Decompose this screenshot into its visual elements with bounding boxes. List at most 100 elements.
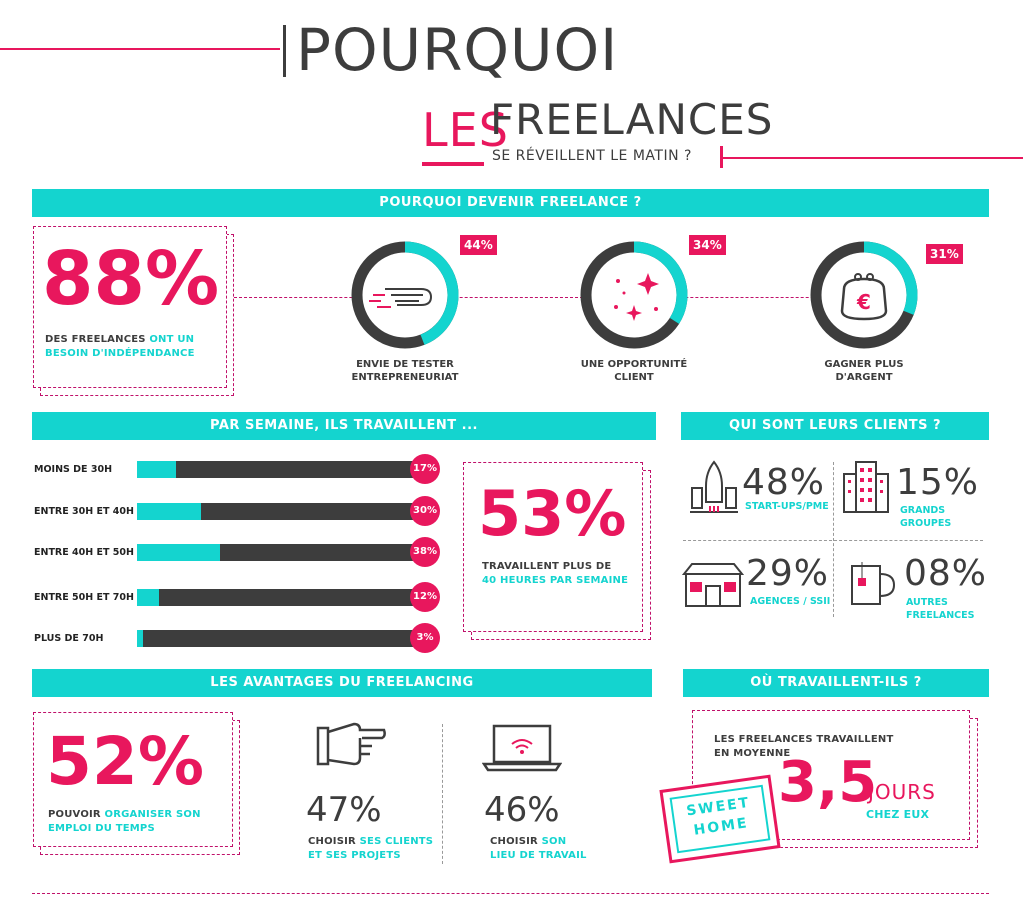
why-label-1: ENVIE DE TESTER ENTREPRENEURIAT [335,358,475,384]
hours-row-label: MOINS DE 30H [34,464,113,475]
sparkle-icon [614,273,659,321]
hours-bar-track [137,589,415,606]
title-subtitle: SE RÉVEILLENT LE MATIN ? [492,148,692,164]
benefits-big-pct: 52% [46,723,204,800]
client-label-4b: FREELANCES [906,610,975,621]
hours-card [463,462,643,632]
benefit-text-2c: LIEU DE TRAVAIL [490,850,587,861]
title-les: LES [422,103,509,157]
hours-row-label: PLUS DE 70H [34,633,104,644]
hours-row-pct: 17% [410,454,440,484]
where-unit-1: JOURS [868,780,936,804]
hours-bar-track [137,544,415,561]
benefit-text-1c: ET SES PROJETS [308,850,401,861]
why-label-3a: GAGNER PLUS [824,359,904,370]
rocket-icon [690,460,738,513]
benefits-card [33,712,233,847]
why-big-pct: 88% [42,236,220,322]
benefit-text-1: CHOISIR SES CLIENTS ET SES PROJETS [308,835,438,863]
shop-icon [682,563,744,607]
why-label-2b: CLIENT [614,372,654,383]
client-label-3a: AGENCES / SSII [750,596,831,607]
hours-bar-track [137,503,415,520]
client-label-2b: GROUPES [900,518,952,529]
hours-row-pct: 3% [410,623,440,653]
why-big-text: DES FREELANCES ONT UN BESOIN D'INDÉPENDA… [45,333,225,361]
client-label-1: START-UPS/PME [745,500,829,513]
title-freelances: FREELANCES [490,95,774,144]
hours-bar-fill [137,630,143,647]
title-les-underline [422,162,484,166]
why-circle-1-arc [351,241,459,349]
sweet-home-sign: SWEET HOME [659,774,781,864]
title-bar-right [720,146,723,168]
benefit-pct-2: 46% [484,790,560,830]
title-pourquoi: POURQUOI [296,16,619,84]
why-circle-2 [580,241,688,349]
mug-icon [851,562,896,605]
where-big-value: 3,5 [778,750,878,815]
hours-bar-fill [137,503,201,520]
hours-row-label: ENTRE 50H ET 70H [34,592,134,603]
why-card [33,226,227,388]
client-pct-1: 48% [742,462,826,503]
why-label-1a: ENVIE DE TESTER [356,359,454,370]
benefits-text-c: EMPLOI DU TEMPS [48,823,155,834]
hours-bar-track [137,461,415,478]
clients-vdivider [833,462,834,617]
wing-icon [385,288,433,306]
client-label-3: AGENCES / SSII [750,595,830,608]
benefits-big-text: POUVOIR ORGANISER SON EMPLOI DU TEMPS [48,808,230,836]
benefit-pct-1: 47% [306,790,382,830]
hours-big-pct: 53% [478,477,627,550]
section-hours-header: PAR SEMAINE, ILS TRAVAILLENT ... [32,412,656,440]
hours-row-label: ENTRE 30H ET 40H [34,506,134,517]
laptop-wifi-icon [482,724,562,772]
why-label-2: UNE OPPORTUNITÉ CLIENT [564,358,704,384]
client-label-2: GRANDS GROUPES [900,504,951,530]
benefits-divider [442,724,443,864]
client-label-4: AUTRES FREELANCES [906,596,974,622]
section-where-header: OÙ TRAVAILLENT-ILS ? [683,669,989,697]
hours-text-2: 40 HEURES PAR SEMAINE [482,575,629,586]
benefit-text-1b: SES CLIENTS [359,836,434,847]
why-text-b: ONT UN [149,334,195,345]
benefit-text-2: CHOISIR SON LIEU DE TRAVAIL [490,835,620,863]
bottom-divider [32,893,989,894]
benefit-text-2b: SON [541,836,567,847]
client-pct-4: 08% [904,553,988,594]
pointing-hand-icon [316,722,386,766]
why-connector [234,297,914,298]
hours-big-text: TRAVAILLENT PLUS DE 40 HEURES PAR SEMAIN… [482,560,642,588]
why-text-c: BESOIN D'INDÉPENDANCE [45,348,195,359]
why-circle-3-arc [810,241,918,349]
where-text: LES FREELANCES TRAVAILLENT EN MOYENNE [714,733,934,761]
why-circle-3: € [810,241,918,349]
title-line-right [722,157,1023,159]
why-circle-2-arc [580,241,688,349]
why-pct-tag-2: 34% [689,235,726,255]
hours-row-label: ENTRE 40H ET 50H [34,547,134,558]
title-bar-left [283,25,286,77]
client-label-1a: START-UPS/PME [745,501,829,512]
why-label-3b: D'ARGENT [835,372,893,383]
why-pct-tag-3: 31% [926,244,963,264]
benefit-text-1a: CHOISIR [308,836,356,847]
client-pct-2: 15% [896,462,980,503]
title-line-left [0,48,280,50]
client-pct-3: 29% [746,553,830,594]
hours-row-pct: 12% [410,582,440,612]
benefit-text-2a: CHOISIR [490,836,538,847]
where-text-2: EN MOYENNE [714,748,791,759]
client-label-2a: GRANDS [900,505,946,516]
client-label-4a: AUTRES [906,597,948,608]
why-label-3: GAGNER PLUS D'ARGENT [794,358,934,384]
benefits-text-a: POUVOIR [48,809,101,820]
svg-text:€: € [856,290,871,314]
section-clients-header: QUI SONT LEURS CLIENTS ? [681,412,989,440]
hours-text-1: TRAVAILLENT PLUS DE [482,561,612,572]
section-benefits-header: LES AVANTAGES DU FREELANCING [32,669,652,697]
where-text-1: LES FREELANCES TRAVAILLENT [714,734,894,745]
why-label-1b: ENTREPRENEURIAT [351,372,459,383]
purse-icon: € [840,273,888,321]
